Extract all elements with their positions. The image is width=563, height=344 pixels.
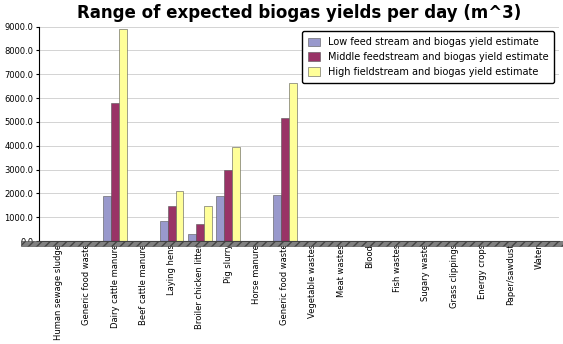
Bar: [196, 224, 204, 241]
Bar: [272, 195, 281, 241]
Bar: [160, 221, 168, 241]
Bar: [103, 196, 111, 241]
Bar: [204, 206, 212, 241]
Bar: [168, 206, 176, 241]
Bar: [289, 83, 297, 241]
Bar: [188, 234, 196, 241]
Bar: [216, 196, 224, 241]
Bar: [281, 118, 289, 241]
Bar: [232, 147, 240, 241]
Bar: [111, 103, 119, 241]
Legend: Low feed stream and biogas yield estimate, Middle feedstream and biogas yield es: Low feed stream and biogas yield estimat…: [302, 31, 554, 83]
Bar: [176, 191, 184, 241]
Title: Range of expected biogas yields per day (m^3): Range of expected biogas yields per day …: [77, 4, 521, 22]
Bar: [119, 29, 127, 241]
Bar: [224, 170, 232, 241]
